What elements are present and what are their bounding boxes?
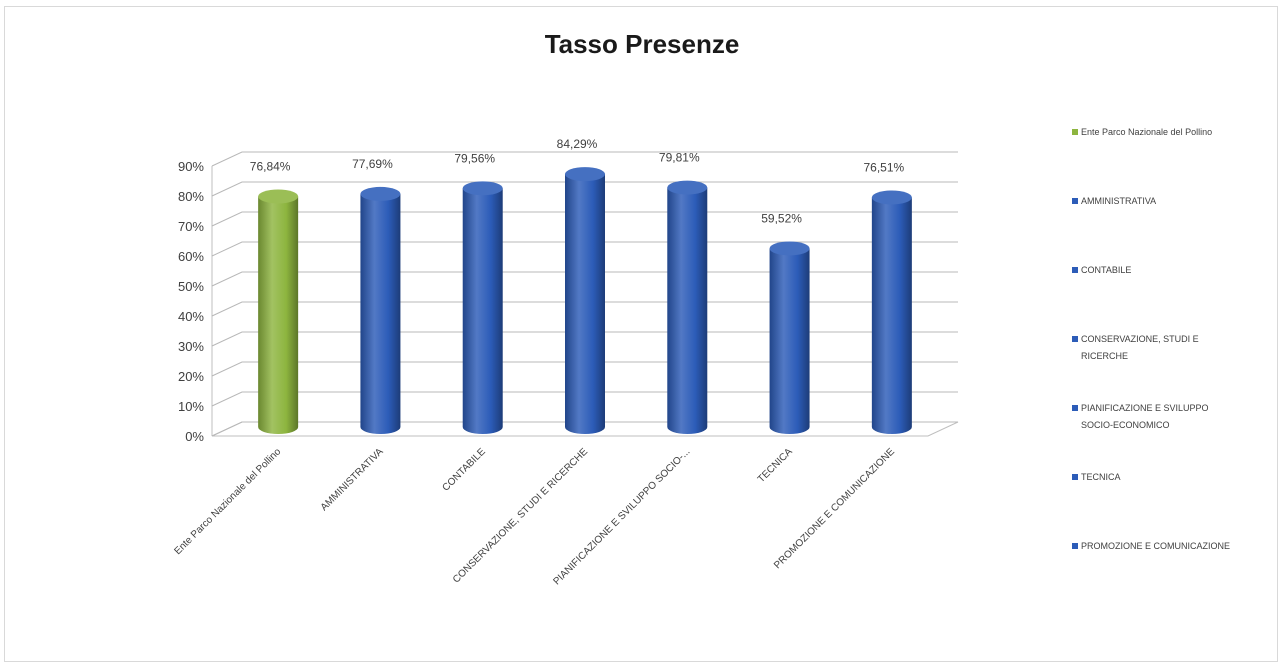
y-tick-label: 60%	[178, 249, 204, 264]
bar-body	[769, 248, 810, 435]
bars	[258, 167, 912, 435]
y-tick-label: 10%	[178, 399, 204, 414]
gridline	[211, 151, 958, 167]
y-tick-label: 70%	[178, 219, 204, 234]
y-tick-label: 0%	[185, 429, 204, 444]
legend-swatch	[1072, 405, 1078, 411]
y-axis-ticks: 0% 10% 20% 30% 40% 50% 60% 70% 80% 90%	[178, 159, 204, 444]
bar-top	[871, 190, 912, 205]
legend-label: CONSERVAZIONE, STUDI E	[1081, 334, 1199, 344]
bar	[769, 241, 810, 435]
x-category-label: CONTABILE	[441, 446, 489, 494]
bar-body	[565, 174, 605, 434]
x-category-label: TECNICA	[756, 446, 795, 485]
bar-body	[462, 188, 503, 435]
legend-entry: Ente Parco Nazionale del Pollino	[1072, 127, 1212, 137]
legend-swatch	[1072, 129, 1078, 135]
legend-entry: AMMINISTRATIVA	[1072, 196, 1156, 206]
legend-entry: PIANIFICAZIONE E SVILUPPO SOCIO-ECONOMICO	[1072, 403, 1209, 430]
bar	[462, 181, 503, 435]
gridline	[211, 391, 958, 407]
y-tick-label: 90%	[178, 159, 204, 174]
legend-swatch	[1072, 267, 1078, 273]
y-tick-label: 40%	[178, 309, 204, 324]
data-labels: 76,84% 77,69% 79,56% 84,29% 79,81% 59,52% 76,5…	[250, 137, 905, 225]
legend-label: RICERCHE	[1081, 351, 1128, 361]
data-label: 76,84%	[250, 159, 291, 173]
data-label: 79,81%	[659, 151, 700, 165]
legend-entry: CONSERVAZIONE, STUDI E RICERCHE	[1072, 334, 1199, 361]
legend-swatch	[1072, 198, 1078, 204]
bar	[360, 186, 401, 435]
legend-label: AMMINISTRATIVA	[1081, 196, 1156, 206]
x-category-label: AMMINISTRATIVA	[319, 446, 386, 513]
gridline	[211, 361, 958, 377]
bar-top	[258, 189, 299, 204]
x-category-label: Ente Parco Nazionale del Pollino	[172, 446, 283, 557]
legend-label: PROMOZIONE E COMUNICAZIONE	[1081, 541, 1230, 551]
bar-body	[667, 187, 708, 435]
legend-entry: PROMOZIONE E COMUNICAZIONE	[1072, 541, 1230, 551]
legend-label: SOCIO-ECONOMICO	[1081, 420, 1170, 430]
data-label: 76,51%	[864, 160, 905, 174]
legend-label: CONTABILE	[1081, 265, 1131, 275]
legend: Ente Parco Nazionale del Pollino AMMINIST…	[1072, 127, 1230, 551]
bar-top	[462, 181, 503, 196]
bar	[258, 189, 299, 435]
bar-body	[258, 196, 299, 435]
gridline	[211, 301, 958, 317]
gridlines	[211, 151, 958, 437]
data-label: 59,52%	[761, 211, 802, 225]
bar-body	[360, 193, 401, 435]
y-tick-label: 20%	[178, 369, 204, 384]
legend-entry: TECNICA	[1072, 472, 1121, 482]
gridline	[211, 421, 958, 437]
legend-swatch	[1072, 474, 1078, 480]
chart-frame	[4, 6, 1278, 662]
legend-swatch	[1072, 336, 1078, 342]
bar-top	[565, 167, 605, 182]
gridline	[211, 271, 958, 287]
y-tick-label: 50%	[178, 279, 204, 294]
bar-top	[667, 180, 708, 195]
bar	[565, 167, 605, 434]
gridline	[211, 331, 958, 347]
legend-entry: CONTABILE	[1072, 265, 1131, 275]
y-tick-label: 80%	[178, 189, 204, 204]
legend-label: PIANIFICAZIONE E SVILUPPO	[1081, 403, 1209, 413]
x-category-label: PROMOZIONE E COMUNICAZIONE	[772, 446, 897, 571]
bar	[667, 180, 708, 435]
legend-label: Ente Parco Nazionale del Pollino	[1081, 127, 1212, 137]
legend-swatch	[1072, 543, 1078, 549]
bar	[871, 190, 912, 435]
y-tick-label: 30%	[178, 339, 204, 354]
data-label: 79,56%	[454, 151, 495, 165]
gridline	[211, 241, 958, 257]
bar-body	[871, 197, 912, 435]
gridline	[211, 211, 958, 227]
gridline	[211, 181, 958, 197]
x-axis-categories: Ente Parco Nazionale del Pollino AMMINIST…	[172, 446, 897, 587]
data-label: 77,69%	[352, 157, 393, 171]
bar-top	[360, 186, 401, 201]
data-label: 84,29%	[557, 137, 598, 151]
bar-top	[769, 241, 810, 256]
chart-title: Tasso Presenze	[545, 29, 740, 59]
legend-label: TECNICA	[1081, 472, 1121, 482]
